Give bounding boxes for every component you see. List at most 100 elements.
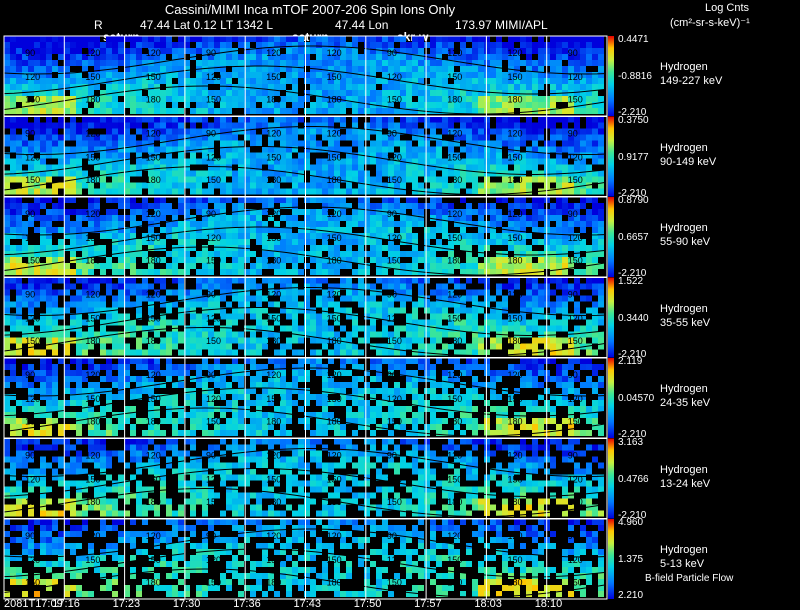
channel-panel-2: 9012015012015018012015018090120150120150… (4, 197, 614, 277)
contour-label: 120 (25, 475, 40, 485)
contour-label: 180 (327, 497, 342, 507)
contour-label: 150 (327, 153, 342, 163)
contour-label: 150 (25, 497, 40, 507)
contour-label: 180 (327, 255, 342, 265)
contour-label: 120 (206, 72, 221, 82)
contour-label: 150 (146, 153, 161, 163)
colorbar-6 (608, 519, 614, 599)
contour-label: 180 (447, 416, 462, 426)
species-name: Hydrogen (660, 463, 710, 477)
contour-label: 120 (387, 72, 402, 82)
contour-label: 180 (85, 94, 100, 104)
x-tick-label: 17:16 (52, 598, 80, 610)
contour-label: 150 (146, 233, 161, 243)
contour-label: 150 (25, 416, 40, 426)
contour-label: 90 (387, 531, 397, 541)
contour-label: 150 (568, 336, 583, 346)
contour-label: 90 (568, 48, 578, 58)
contour-label: 120 (266, 209, 281, 219)
colorbar-mid-label: 0.3440 (618, 313, 649, 324)
contour-label: 150 (387, 94, 402, 104)
contour-label: 150 (206, 497, 221, 507)
contour-label: 120 (568, 314, 583, 324)
contour-label: 180 (85, 175, 100, 185)
contour-label: 150 (568, 175, 583, 185)
contour-label: 120 (508, 451, 523, 461)
species-name: Hydrogen (660, 543, 708, 557)
contour-label: 120 (508, 531, 523, 541)
contour-label: 150 (146, 314, 161, 324)
contour-label: 150 (508, 555, 523, 565)
contour-label: 120 (508, 209, 523, 219)
contour-label: 180 (146, 255, 161, 265)
channel-panel-6: 9012015012015018012015018090120150120150… (4, 519, 614, 599)
contour-label: 180 (146, 577, 161, 587)
contour-label: 150 (387, 416, 402, 426)
contour-label: 180 (266, 577, 281, 587)
contour-label: 90 (206, 209, 216, 219)
colorbar-max-label: 3.163 (618, 437, 643, 448)
contour-label: 90 (387, 209, 397, 219)
contour-label: 150 (387, 255, 402, 265)
contour-label: 120 (447, 451, 462, 461)
contour-label: 180 (266, 416, 281, 426)
contour-label: 120 (85, 48, 100, 58)
contour-label: 180 (85, 577, 100, 587)
colorbar-3 (608, 278, 614, 358)
contour-label: 120 (327, 129, 342, 139)
contour-label: 120 (206, 233, 221, 243)
contour-label: 150 (266, 233, 281, 243)
contour-label: 120 (387, 314, 402, 324)
contour-label: 90 (25, 209, 35, 219)
contour-label: 150 (447, 72, 462, 82)
contour-label: 90 (206, 451, 216, 461)
contour-label: 150 (25, 94, 40, 104)
contour-label: 120 (85, 370, 100, 380)
contour-label: 180 (327, 175, 342, 185)
contour-label: 120 (266, 370, 281, 380)
colorbar-mid-label: 0.6657 (618, 232, 649, 243)
colorbar-max-label: 2.119 (618, 356, 642, 367)
contour-label: 120 (327, 48, 342, 58)
contour-label: 180 (266, 336, 281, 346)
contour-label: 150 (25, 336, 40, 346)
contour-label: 90 (387, 290, 397, 300)
species-name: Hydrogen (660, 302, 710, 316)
contour-label: 180 (146, 336, 161, 346)
contour-label: 120 (25, 394, 40, 404)
contour-label: 180 (508, 416, 523, 426)
energy-range: 149-227 keV (660, 74, 722, 88)
contour-label: 180 (508, 255, 523, 265)
contour-label: 150 (25, 175, 40, 185)
colorbar-min-label: 2.210 (618, 590, 643, 601)
contour-label: 120 (206, 475, 221, 485)
contour-label: 150 (266, 153, 281, 163)
contour-label: 90 (206, 48, 216, 58)
contour-label: 150 (206, 416, 221, 426)
contour-label: 150 (146, 555, 161, 565)
energy-range: 24-35 keV (660, 396, 710, 410)
contour-label: 180 (85, 497, 100, 507)
contour-label: 150 (327, 233, 342, 243)
energy-range: 90-149 keV (660, 155, 716, 169)
channel-panel-0: 9012015012015018012015018090120150120150… (4, 36, 614, 116)
contour-label: 150 (266, 555, 281, 565)
contour-label: 150 (85, 233, 100, 243)
contour-label: 120 (206, 555, 221, 565)
contour-label: 90 (206, 531, 216, 541)
contour-label: 150 (387, 336, 402, 346)
contour-label: 150 (387, 497, 402, 507)
species-name: Hydrogen (660, 141, 716, 155)
colorbar-0 (608, 36, 614, 116)
contour-label: 120 (85, 209, 100, 219)
contour-label: 90 (206, 370, 216, 380)
contour-label: 180 (508, 175, 523, 185)
contour-label: 150 (327, 72, 342, 82)
x-tick-label: 17:30 (173, 598, 201, 610)
channel-panel-3: 9012015012015018012015018090120150120150… (4, 278, 614, 358)
contour-label: 180 (327, 336, 342, 346)
contour-label: 150 (508, 233, 523, 243)
contour-label: 120 (25, 153, 40, 163)
